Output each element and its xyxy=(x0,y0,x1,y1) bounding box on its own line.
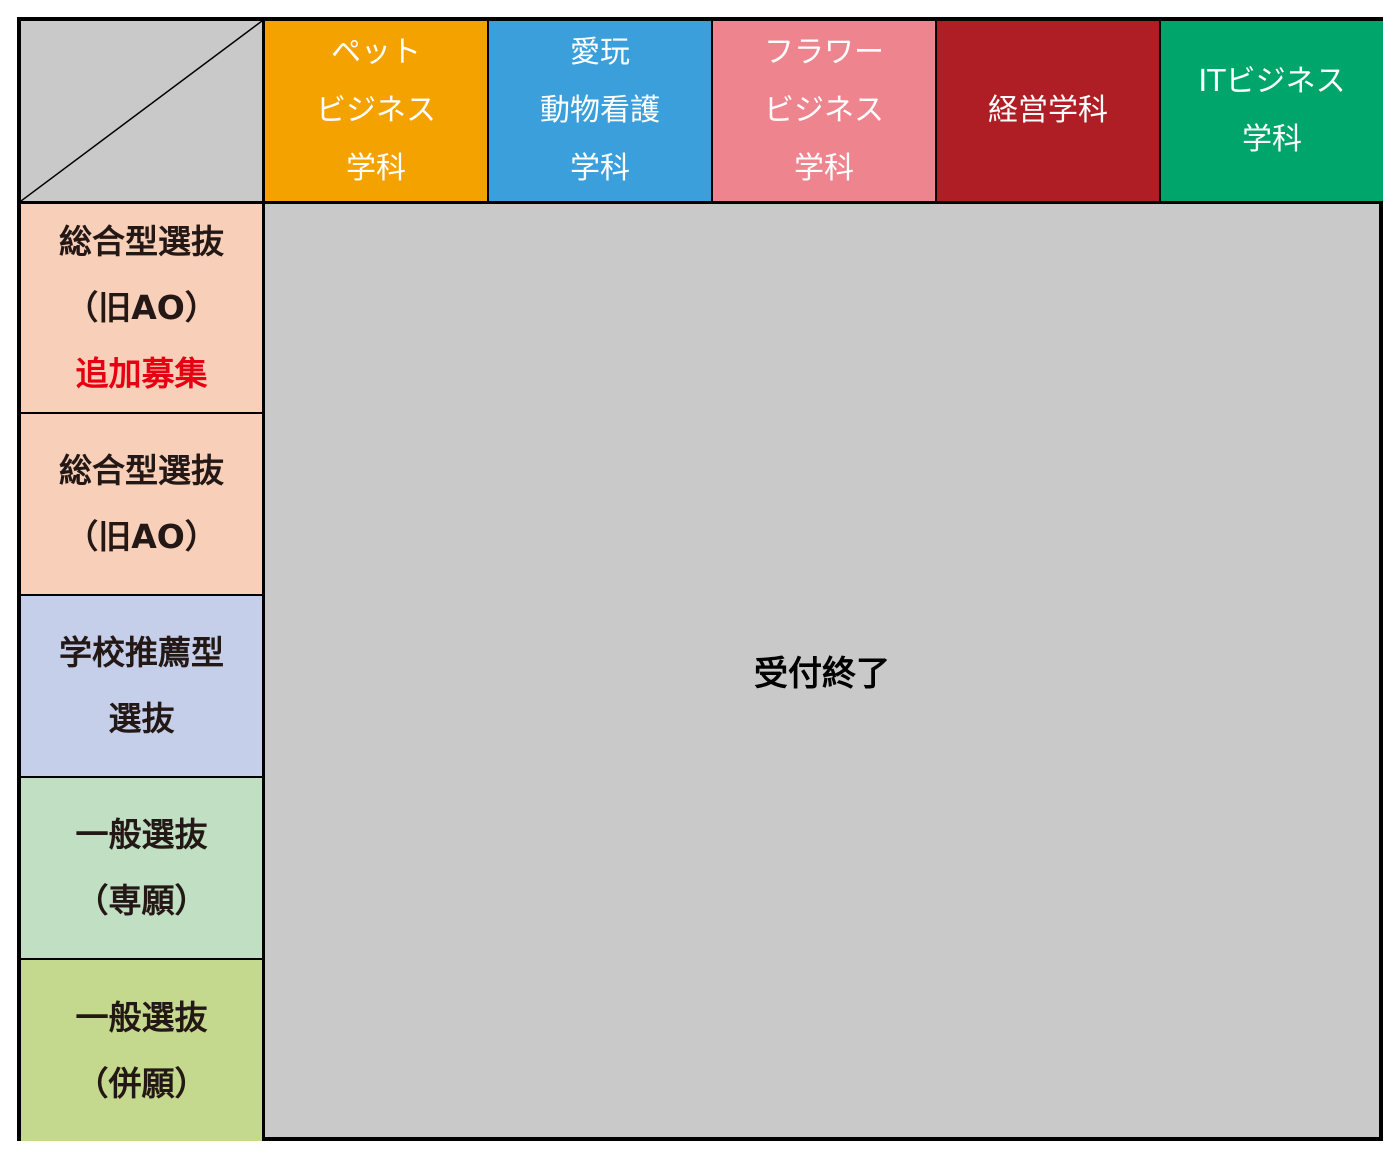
department-name-line: 学科 xyxy=(570,151,630,186)
department-name-line: ITビジネス xyxy=(1198,64,1346,99)
corner-cell xyxy=(21,21,265,204)
department-header: 経営学科 xyxy=(937,21,1161,204)
department-name-line: 動物看護 xyxy=(540,93,660,128)
department-header: ITビジネス 学科 xyxy=(1161,21,1383,204)
department-header: 愛玩 動物看護 学科 xyxy=(489,21,713,204)
admissions-table: ペット ビジネス 学科 愛玩 動物看護 学科 フラワー ビジネス 学科 経営学科 ITビジネス 学科 … xyxy=(17,17,1383,1141)
department-name-line: 学科 xyxy=(1242,122,1302,157)
selection-name-line: （専願） xyxy=(75,881,208,920)
status-cell: 受付終了 xyxy=(265,204,1379,1137)
selection-row-label: 一般選抜 （併願） xyxy=(21,960,265,1141)
additional-recruitment-note: 追加募集 xyxy=(75,354,208,393)
selection-name-line: 総合型選抜 xyxy=(59,451,224,490)
selection-name-line: 一般選抜 xyxy=(75,815,208,854)
selection-row-label: 学校推薦型 選抜 xyxy=(21,596,265,778)
department-name-line: 学科 xyxy=(794,151,854,186)
selection-name-line: （併願） xyxy=(75,1063,208,1103)
department-name-line: 経営学科 xyxy=(988,93,1108,128)
department-header: ペット ビジネス 学科 xyxy=(265,21,489,204)
department-name-line: 学科 xyxy=(346,151,406,186)
selection-row-label: 総合型選抜 （旧AO） xyxy=(21,414,265,596)
department-name-line: ペット xyxy=(331,35,421,70)
selection-name-line: 一般選抜 xyxy=(75,997,208,1037)
selection-name-line: （旧AO） xyxy=(65,517,218,556)
selection-name-line: 学校推薦型 xyxy=(59,633,224,672)
status-text: 受付終了 xyxy=(754,654,890,694)
selection-row-label: 一般選抜 （専願） xyxy=(21,778,265,960)
department-name-line: 愛玩 xyxy=(570,35,630,70)
selection-row-label: 総合型選抜 （旧AO） 追加募集 xyxy=(21,204,265,414)
department-name-line: フラワー xyxy=(764,35,884,70)
department-name-line: ビジネス xyxy=(764,93,884,128)
diagonal-line xyxy=(21,21,262,201)
department-header: フラワービジネス学科 xyxy=(713,21,937,204)
selection-name-line: 総合型選抜 xyxy=(59,222,224,261)
selection-name-line: 選抜 xyxy=(108,699,175,738)
department-name-line: ビジネス xyxy=(316,93,436,128)
selection-name-line: （旧AO） xyxy=(65,288,218,327)
